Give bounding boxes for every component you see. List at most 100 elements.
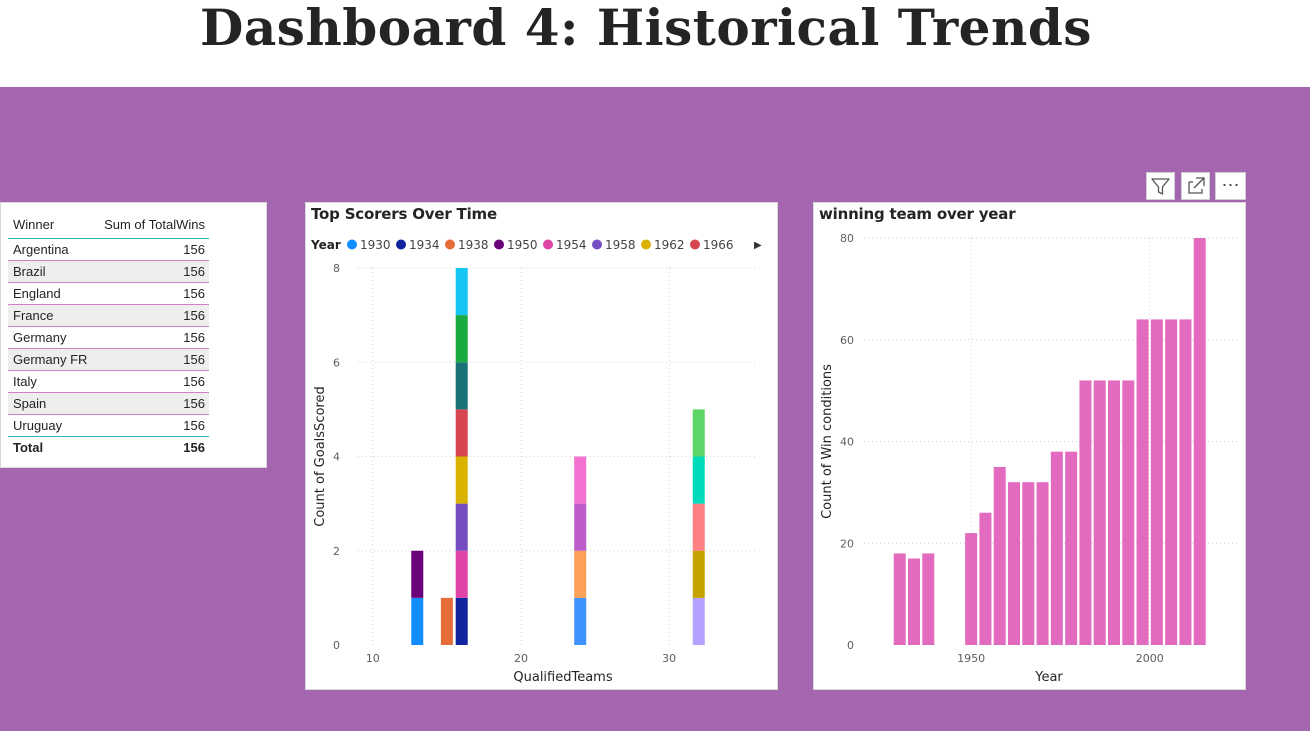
bar[interactable] [1008, 482, 1020, 645]
total-wins-cell: 156 [94, 348, 209, 371]
legend-label: 1966 [703, 238, 734, 252]
legend-marker [347, 239, 357, 250]
table-row[interactable]: England 156 [8, 282, 209, 305]
table-row[interactable]: Spain 156 [8, 392, 209, 415]
winner-cell: Spain [8, 392, 95, 415]
bar-segment[interactable] [455, 315, 468, 363]
bar-segment[interactable] [455, 597, 468, 645]
bar[interactable] [1122, 380, 1135, 645]
y-axis-title: Count of Win conditions [820, 364, 835, 519]
winner-cell: England [8, 282, 95, 305]
bar[interactable] [922, 553, 935, 645]
bar-segment[interactable] [692, 409, 705, 457]
legend-item[interactable]: 1958 [592, 238, 636, 252]
winning-team-chart-visual[interactable]: winning team over year 0 20 40 60 80 1950 2000… [813, 202, 1246, 690]
bar[interactable] [979, 512, 992, 645]
y-tick-label: 80 [840, 232, 854, 245]
bar[interactable] [1108, 380, 1120, 645]
bar[interactable] [1179, 319, 1192, 645]
bar[interactable] [1093, 380, 1106, 645]
y-tick-label: 6 [333, 356, 340, 369]
bar-segment[interactable] [455, 362, 468, 410]
wins-table-visual[interactable]: Winner Sum of TotalWins Argentina 156 Braz… [0, 202, 267, 468]
y-axis-title: Count of GoalsScored [313, 386, 328, 526]
winner-cell: Uruguay [8, 414, 95, 437]
bar-segment[interactable] [692, 597, 705, 645]
bar-segment[interactable] [411, 550, 424, 598]
table-header-row: Winner Sum of TotalWins [8, 211, 209, 239]
legend-item[interactable]: 1938 [445, 238, 489, 252]
bar-segment[interactable] [455, 268, 468, 316]
bar-segment[interactable] [692, 503, 705, 551]
table-row[interactable]: Germany FR 156 [8, 348, 209, 371]
bar-segment[interactable] [692, 550, 705, 598]
legend-marker [445, 239, 455, 250]
bar-segment[interactable] [455, 409, 468, 457]
column-header-total-wins[interactable]: Sum of TotalWins [94, 211, 209, 239]
bar[interactable] [1050, 451, 1063, 645]
bar[interactable] [1079, 380, 1092, 645]
table-row[interactable]: Brazil 156 [8, 260, 209, 283]
bar-segment[interactable] [455, 550, 468, 598]
legend-marker [543, 239, 553, 250]
winner-cell: Germany [8, 326, 95, 349]
winner-cell: France [8, 304, 95, 327]
more-options-button[interactable]: ⋯ [1215, 172, 1246, 200]
bar[interactable] [1165, 319, 1178, 645]
legend-item[interactable]: 1966 [690, 238, 734, 252]
y-tick-label: 20 [840, 537, 854, 550]
table-row[interactable]: Uruguay 156 [8, 414, 209, 437]
bar-segment[interactable] [692, 456, 705, 504]
bar-segment[interactable] [440, 597, 453, 645]
filter-button[interactable] [1146, 172, 1175, 200]
total-wins-cell: 156 [94, 260, 209, 283]
legend-label: 1962 [654, 238, 685, 252]
y-tick-label: 0 [847, 639, 854, 652]
legend-item[interactable]: 1950 [494, 238, 538, 252]
total-wins-cell: 156 [94, 370, 209, 393]
legend-marker [494, 239, 504, 250]
bar-segment[interactable] [455, 503, 468, 551]
legend-label: 1950 [507, 238, 538, 252]
bar[interactable] [908, 558, 920, 645]
bar[interactable] [993, 466, 1006, 645]
legend-item[interactable]: 1962 [641, 238, 685, 252]
y-tick-label: 40 [840, 436, 854, 449]
x-tick-label: 2000 [1136, 652, 1164, 665]
table-row[interactable]: France 156 [8, 304, 209, 327]
legend-item[interactable]: 1930 [347, 238, 391, 252]
bar[interactable] [1065, 451, 1078, 645]
bar[interactable] [893, 553, 906, 645]
legend-item[interactable]: 1954 [543, 238, 587, 252]
y-tick-label: 2 [333, 545, 340, 558]
legend-scroll-right-icon[interactable]: ▶ [754, 240, 762, 251]
legend-label: 1934 [409, 238, 440, 252]
bar-segment[interactable] [574, 597, 587, 645]
bar-segment[interactable] [455, 456, 468, 504]
column-header-winner[interactable]: Winner [8, 211, 95, 239]
legend-item[interactable]: 1934 [396, 238, 440, 252]
bar[interactable] [1150, 319, 1163, 645]
total-wins-cell: 156 [94, 392, 209, 415]
total-value: 156 [183, 440, 205, 455]
top-scorers-chart-visual[interactable]: Top Scorers Over Time Year 1930 1934 1938 19… [305, 202, 778, 690]
table-row[interactable]: Italy 156 [8, 370, 209, 393]
table-body: Argentina 156 Brazil 156 England 156 France 156… [8, 238, 209, 459]
bar[interactable] [1136, 319, 1149, 645]
bar[interactable] [965, 533, 978, 645]
winner-cell: Argentina [8, 238, 95, 261]
total-wins-cell: 156 [94, 238, 209, 261]
table-row[interactable]: Argentina 156 [8, 238, 209, 261]
table-row[interactable]: Germany 156 [8, 326, 209, 349]
bar[interactable] [1036, 482, 1049, 645]
filter-icon [1151, 178, 1170, 195]
focus-mode-button[interactable] [1181, 172, 1210, 200]
bar[interactable] [1193, 238, 1206, 645]
bar[interactable] [1022, 482, 1035, 645]
y-tick-label: 8 [333, 262, 340, 275]
bar-segment[interactable] [411, 597, 424, 645]
bar-segment[interactable] [574, 503, 587, 551]
total-wins-cell: 156 [94, 414, 209, 437]
bar-segment[interactable] [574, 550, 587, 598]
bar-segment[interactable] [574, 456, 587, 504]
